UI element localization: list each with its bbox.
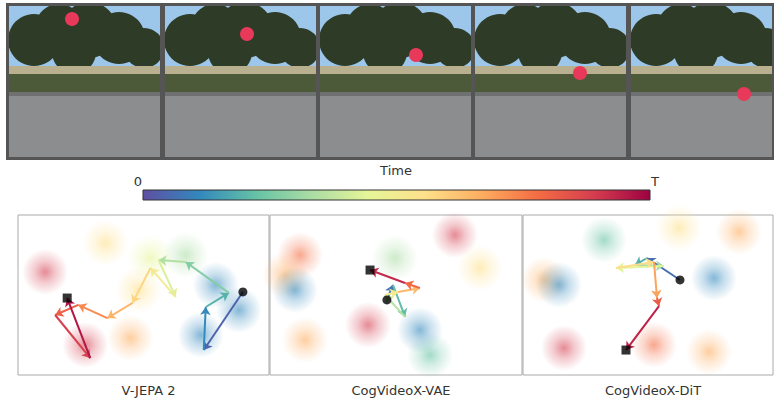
svg-text:CogVideoX-VAE: CogVideoX-VAE bbox=[351, 383, 450, 398]
svg-text:T: T bbox=[650, 174, 659, 189]
svg-text:V-JEPA 2: V-JEPA 2 bbox=[122, 383, 176, 398]
svg-text:Time: Time bbox=[379, 163, 412, 178]
svg-text:CogVideoX-DiT: CogVideoX-DiT bbox=[605, 383, 701, 398]
svg-text:0: 0 bbox=[134, 174, 142, 189]
